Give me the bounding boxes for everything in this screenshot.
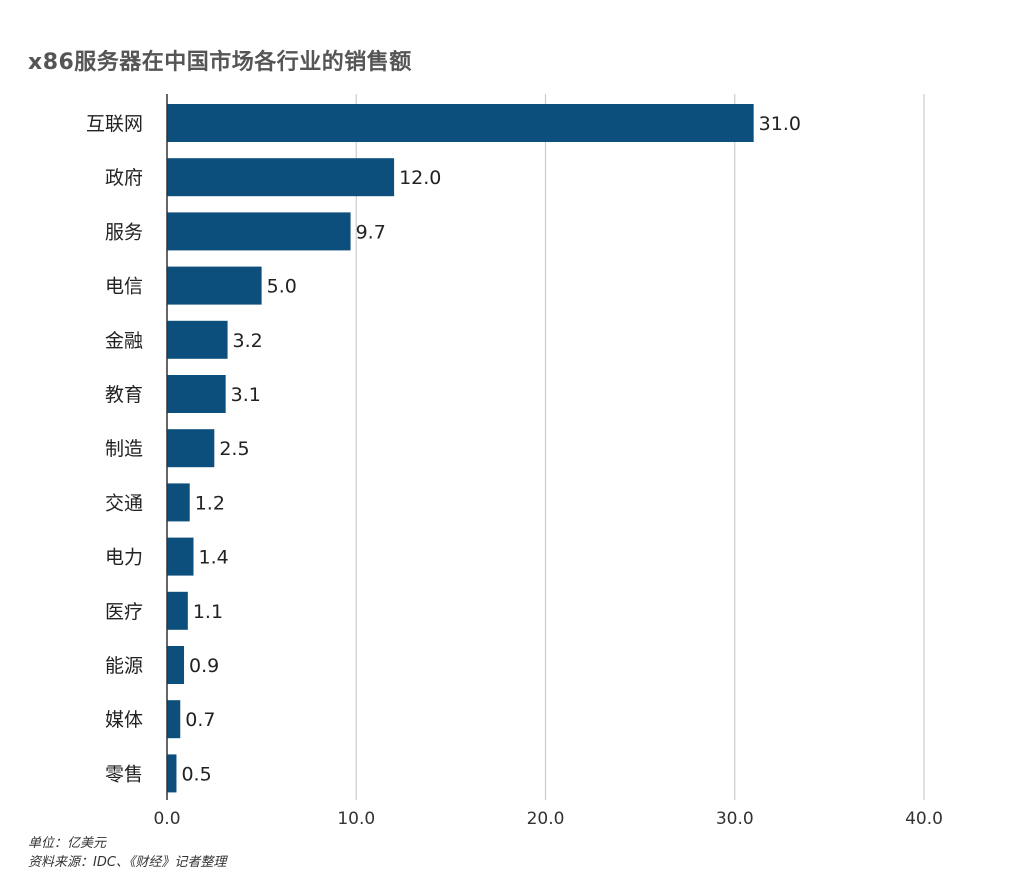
x-tick-label: 20.0 — [527, 809, 565, 829]
value-label: 31.0 — [759, 113, 801, 135]
bar — [167, 104, 754, 142]
bar — [167, 646, 185, 684]
category-label: 制造 — [105, 438, 143, 460]
category-label: 金融 — [105, 330, 143, 352]
value-label: 0.7 — [185, 709, 215, 731]
value-label: 9.7 — [356, 221, 386, 243]
x-tick-label: 10.0 — [337, 809, 375, 829]
bar — [167, 375, 226, 413]
value-label: 3.1 — [231, 384, 261, 406]
x-tick-labels: 0.0 10.0 20.0 30.0 40.0 — [153, 809, 942, 829]
bar — [167, 158, 395, 197]
category-label: 电信 — [105, 276, 143, 298]
category-label: 教育 — [105, 384, 143, 406]
value-label: 12.0 — [399, 167, 441, 189]
value-label: 0.5 — [181, 763, 211, 785]
category-label: 电力 — [105, 547, 143, 569]
bars — [167, 104, 754, 793]
category-label: 能源 — [105, 655, 143, 677]
value-label: 0.9 — [189, 655, 219, 677]
value-label: 3.2 — [233, 330, 263, 352]
value-labels: 31.0 12.0 9.7 5.0 3.2 3.1 2.5 1.2 1.4 1.1 0.9 0.7 0.… — [181, 113, 801, 785]
bar — [167, 266, 262, 305]
unit-note: 单位：亿美元 — [28, 836, 107, 851]
x-tick-label: 30.0 — [716, 809, 754, 829]
bar — [167, 320, 228, 359]
bar — [167, 754, 177, 793]
bar — [167, 212, 351, 251]
value-label: 1.2 — [195, 492, 225, 514]
grid-lines — [355, 94, 925, 800]
bar — [167, 700, 181, 739]
x-tick-label: 0.0 — [153, 809, 180, 829]
category-label: 交通 — [105, 492, 143, 514]
category-label: 媒体 — [105, 709, 143, 731]
bar — [167, 591, 188, 630]
category-label: 互联网 — [86, 113, 143, 135]
bar — [167, 429, 215, 468]
source-note: 资料来源：IDC、《财经》记者整理 — [28, 855, 227, 870]
bar — [167, 483, 190, 522]
value-label: 1.4 — [198, 547, 228, 569]
bar — [167, 537, 194, 576]
category-label: 服务 — [105, 221, 143, 243]
value-label: 1.1 — [193, 601, 223, 623]
value-label: 2.5 — [219, 438, 249, 460]
category-label: 零售 — [105, 763, 143, 785]
category-label: 政府 — [105, 167, 143, 189]
value-label: 5.0 — [267, 276, 297, 298]
chart-title: x86服务器在中国市场各行业的销售额 — [28, 50, 412, 75]
category-label: 医疗 — [105, 601, 143, 623]
x-tick-label: 40.0 — [905, 809, 943, 829]
